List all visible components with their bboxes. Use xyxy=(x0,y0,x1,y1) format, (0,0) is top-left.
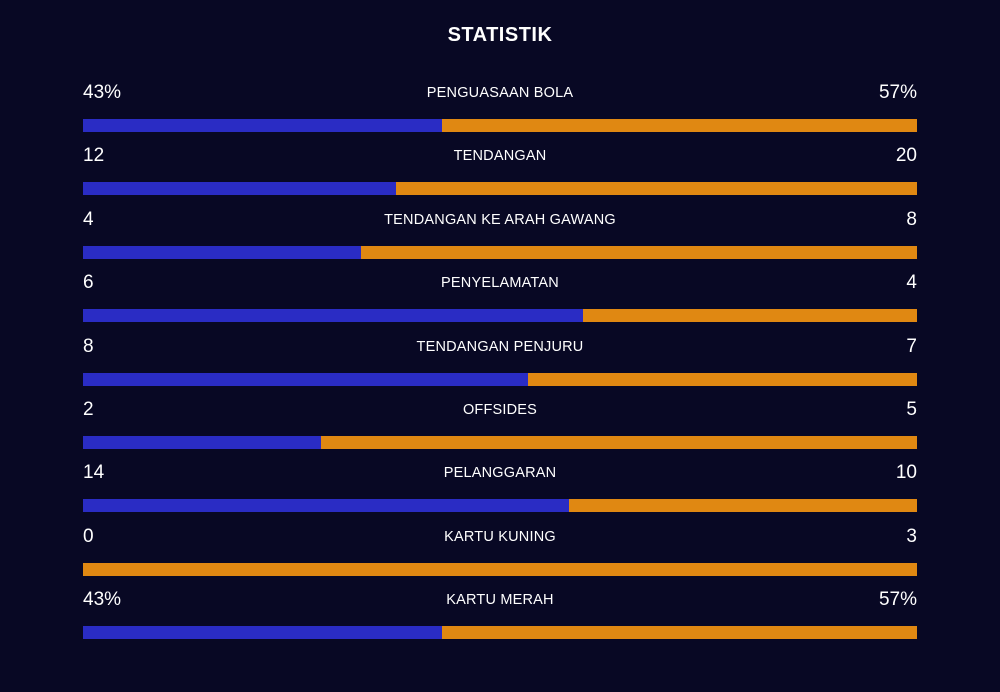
away-bar-segment xyxy=(360,245,917,259)
stat-label: OFFSIDES xyxy=(462,401,538,418)
home-bar-segment xyxy=(83,182,396,196)
stat-bar xyxy=(83,562,917,576)
away-value: 7 xyxy=(906,335,917,357)
away-bar-segment xyxy=(321,435,917,449)
stat-label: PELANGGARAN xyxy=(443,465,557,482)
home-bar-segment xyxy=(83,499,570,513)
home-value: 43% xyxy=(83,82,122,103)
stat-row-offsides: 2 OFFSIDES 5 xyxy=(83,397,917,460)
home-value: 0 xyxy=(83,525,94,547)
stat-bar xyxy=(83,626,917,640)
stat-bar xyxy=(83,309,917,323)
stat-label: TENDANGAN xyxy=(453,148,547,165)
home-bar-segment xyxy=(83,435,322,449)
stat-label: PENYELAMATAN xyxy=(441,275,559,292)
away-bar-segment xyxy=(83,562,917,576)
home-bar-segment xyxy=(83,245,361,259)
stat-row-corners: 8 TENDANGAN PENJURU 7 xyxy=(83,334,917,397)
away-bar-segment xyxy=(583,309,917,323)
stat-label: KARTU KUNING xyxy=(444,528,556,545)
away-value: 57% xyxy=(878,589,917,611)
stat-label: KARTU MERAH xyxy=(446,592,554,609)
home-bar-segment xyxy=(83,626,442,640)
away-value: 10 xyxy=(895,462,917,484)
home-bar-segment xyxy=(83,309,584,323)
home-bar-segment xyxy=(83,372,528,386)
home-value: 8 xyxy=(83,335,94,357)
stats-list: 43% PENGUASAAN BOLA 57% 12 TENDANGAN 2 0 … xyxy=(83,80,917,651)
stat-bar xyxy=(83,499,917,513)
away-value: 57% xyxy=(878,82,917,103)
away-bar-segment xyxy=(441,626,917,640)
stat-row-fouls: 14 PELANGGARAN 10 xyxy=(83,460,917,523)
home-bar-segment xyxy=(83,119,442,132)
stats-title: STATISTIK xyxy=(447,24,553,46)
stat-row-possession: 43% PENGUASAAN BOLA 57% xyxy=(83,80,917,143)
stat-bar xyxy=(83,435,917,449)
stat-bar xyxy=(83,245,917,259)
stat-label: TENDANGAN PENJURU xyxy=(416,338,584,355)
stat-row-red-cards: 43% KARTU MERAH 57% xyxy=(83,587,917,650)
stat-row-shots-on-target: 4 TENDANGAN KE ARAH GAWANG 8 xyxy=(83,207,917,270)
home-value: 14 xyxy=(83,462,105,484)
away-value: 8 xyxy=(906,208,917,230)
home-value: 43% xyxy=(83,589,122,611)
home-value: 12 xyxy=(83,145,105,167)
away-value: 5 xyxy=(906,398,917,420)
away-value: 3 xyxy=(906,525,917,547)
stat-row-yellow-cards: 0 KARTU KUNING 3 xyxy=(83,524,917,587)
stat-bar xyxy=(83,119,917,132)
away-value: 4 xyxy=(906,272,917,294)
stat-label: TENDANGAN KE ARAH GAWANG xyxy=(384,211,616,228)
away-value: 20 xyxy=(895,145,917,167)
stat-row-shots: 12 TENDANGAN 20 xyxy=(83,143,917,206)
stat-bar xyxy=(83,182,917,196)
away-bar-segment xyxy=(527,372,917,386)
home-value: 2 xyxy=(83,398,94,420)
away-bar-segment xyxy=(441,119,917,132)
away-bar-segment xyxy=(395,182,917,196)
stat-row-saves: 6 PENYELAMATAN 4 xyxy=(83,270,917,333)
stat-label: PENGUASAAN BOLA xyxy=(426,85,574,101)
home-value: 6 xyxy=(83,272,94,294)
stat-bar xyxy=(83,372,917,386)
home-value: 4 xyxy=(83,208,94,230)
away-bar-segment xyxy=(569,499,917,513)
